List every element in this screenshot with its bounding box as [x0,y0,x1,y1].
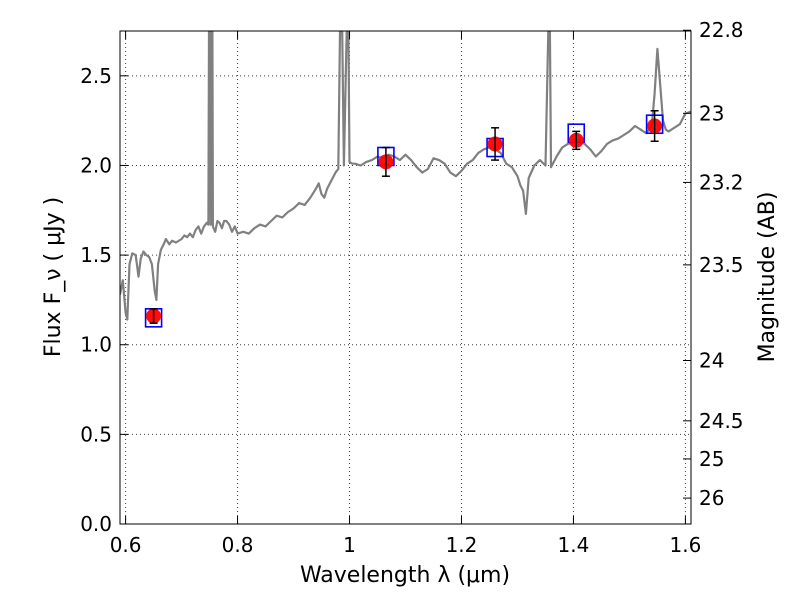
y-axis-label: Flux F_ν ( μJy ) [41,197,66,357]
plot-area [120,31,691,328]
x-tick-label: 1 [343,533,356,557]
right-tick-label: 23.2 [699,170,744,194]
x-tick-label: 1.2 [446,533,478,557]
x-tick-label: 0.6 [110,533,142,557]
right-tick-label: 25 [699,447,724,471]
right-tick-label: 23.5 [699,253,744,277]
right-tick-label: 24 [699,349,724,373]
model-spectrum-line [120,31,691,321]
x-tick-label: 0.8 [222,533,254,557]
plot-frame [119,30,692,525]
y-tick-label: 0.0 [80,512,112,536]
y-tick-label: 2.0 [80,153,112,177]
right-tick-label: 26 [699,486,724,510]
right-tick-label: 22.8 [699,18,744,42]
y-tick-label: 0.5 [80,422,112,446]
right-tick-label: 23 [699,101,724,125]
y-tick-label: 2.5 [80,64,112,88]
right-axis-label: Magnitude (AB) [755,192,780,363]
x-tick-label: 1.4 [558,533,590,557]
right-tick-label: 24.5 [699,409,744,433]
axis-ticks: 0.6 0.8 1 1.2 1.4 1.6 0.0 0.5 1.0 1.5 2.0 2.5 22.8 23… [80,18,743,557]
grid-lines [120,31,691,525]
x-tick-label: 1.6 [669,533,701,557]
x-axis-label: Wavelength λ (μm) [300,563,510,588]
y-tick-label: 1.5 [80,243,112,267]
y-tick-label: 1.0 [80,333,112,357]
